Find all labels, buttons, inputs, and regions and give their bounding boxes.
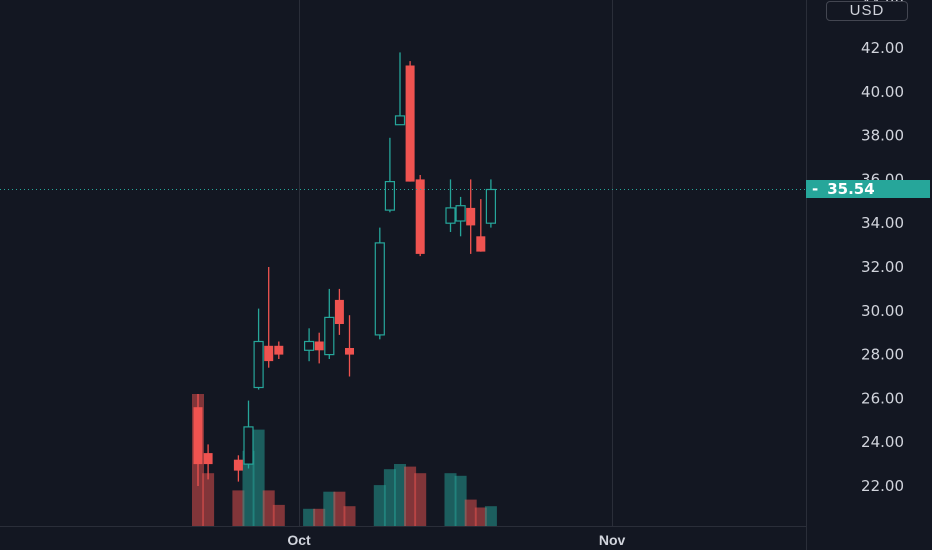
candle[interactable]: [264, 267, 274, 368]
volume-bar: [414, 473, 427, 526]
volume-bar: [313, 508, 326, 526]
volume-bar: [252, 429, 265, 526]
price-tick-label: 30.00: [861, 302, 904, 320]
volume-bar: [484, 506, 497, 526]
candle[interactable]: [445, 179, 456, 232]
candle-body: [476, 236, 486, 252]
candle[interactable]: [233, 455, 243, 482]
candle-body: [466, 207, 476, 226]
candle-body: [485, 188, 496, 224]
price-tick-label: 24.00: [861, 433, 904, 451]
price-tag-dash: -: [812, 180, 819, 198]
volume-bar: [383, 469, 396, 526]
time-tick-label: Oct: [287, 532, 311, 548]
candle[interactable]: [314, 332, 324, 364]
price-tick-label: 40.00: [861, 83, 904, 101]
candle-body: [274, 345, 284, 355]
volume-bar: [343, 506, 356, 526]
volume-bar: [232, 490, 245, 526]
candle[interactable]: [476, 199, 486, 252]
last-price-label: 35.54: [827, 180, 875, 198]
candle-body: [374, 242, 385, 336]
candle[interactable]: [345, 315, 354, 377]
volume-bar: [272, 504, 285, 526]
candle-body: [384, 181, 395, 211]
volume-bar: [303, 508, 316, 526]
volume-bar: [454, 475, 467, 526]
volume-bar: [394, 464, 406, 526]
price-tick-label: 32.00: [861, 258, 904, 276]
candle[interactable]: [415, 175, 425, 257]
volume-bar: [444, 473, 457, 526]
volume-bar: [262, 490, 275, 526]
time-tick-label: Nov: [599, 532, 626, 548]
volume-bar: [333, 491, 346, 526]
candle[interactable]: [203, 444, 213, 480]
volume-bar: [202, 473, 215, 526]
candle[interactable]: [384, 137, 395, 213]
candle[interactable]: [394, 52, 406, 126]
candle-body: [345, 348, 354, 355]
candle[interactable]: [485, 179, 496, 228]
candle[interactable]: [304, 328, 315, 362]
candle[interactable]: [324, 288, 335, 359]
volume-bar: [242, 450, 255, 526]
candle[interactable]: [405, 61, 415, 182]
candle[interactable]: [374, 227, 385, 340]
candle-body: [193, 407, 203, 465]
candle-body: [324, 316, 335, 356]
price-tick-label: 28.00: [861, 346, 904, 364]
last-price-tag: - 35.54: [806, 180, 930, 198]
price-tick-label: 42.00: [861, 39, 904, 57]
candle[interactable]: [274, 341, 284, 360]
volume-bar: [404, 466, 417, 526]
price-tick-label: 38.00: [861, 127, 904, 145]
candle-body: [253, 340, 264, 389]
volume-bar: [474, 507, 487, 526]
candle-body: [394, 115, 406, 126]
candle[interactable]: [334, 288, 344, 335]
candle[interactable]: [253, 308, 264, 390]
price-tick-label: 22.00: [861, 477, 904, 495]
candle[interactable]: [455, 196, 466, 237]
volume-bar: [464, 499, 477, 526]
candle-body: [455, 205, 466, 222]
candle-body: [314, 341, 324, 351]
candle-body: [264, 345, 274, 362]
candle-body: [405, 65, 415, 182]
candle-body: [415, 179, 425, 254]
candle[interactable]: [243, 400, 254, 469]
volume-bar: [323, 491, 336, 526]
candle[interactable]: [466, 179, 476, 254]
candle-body: [233, 459, 243, 471]
currency-label[interactable]: USD: [826, 1, 908, 21]
volume-bar: [373, 485, 386, 526]
candle-body: [304, 340, 315, 351]
candle-body: [334, 299, 344, 324]
price-tick-label: 34.00: [861, 214, 904, 232]
price-tick-label: 26.00: [861, 389, 904, 407]
candle-body: [203, 453, 213, 465]
candle-body: [243, 426, 254, 465]
candle-body: [445, 207, 456, 224]
candle[interactable]: [193, 394, 203, 486]
